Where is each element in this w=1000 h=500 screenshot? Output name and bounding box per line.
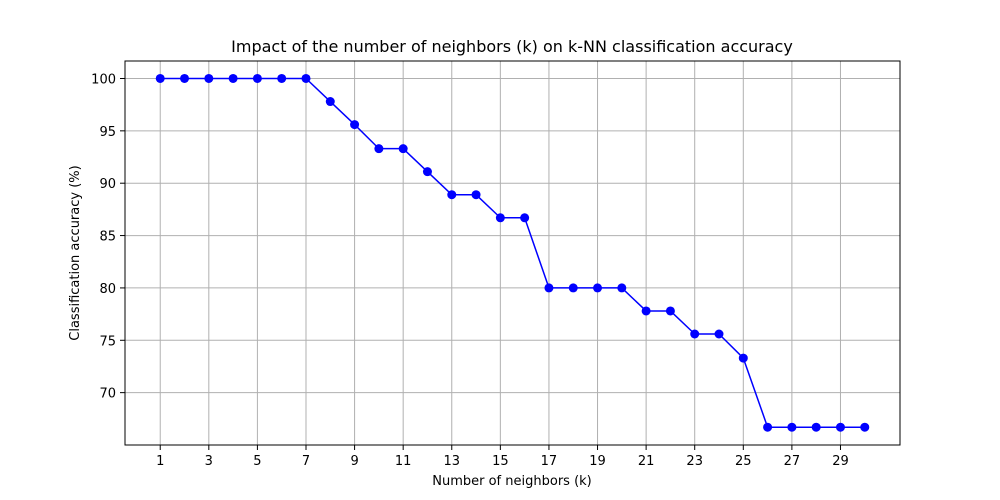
data-point bbox=[787, 422, 797, 432]
x-tick-label: 27 bbox=[784, 454, 801, 469]
data-point bbox=[690, 329, 700, 339]
data-point bbox=[495, 213, 505, 223]
data-point bbox=[325, 97, 335, 107]
chart-title: Impact of the number of neighbors (k) on… bbox=[231, 37, 793, 56]
x-tick-label: 13 bbox=[443, 454, 460, 469]
y-axis-label: Classification accuracy (%) bbox=[68, 165, 83, 340]
x-tick-label: 23 bbox=[686, 454, 703, 469]
data-point bbox=[422, 167, 432, 177]
data-point bbox=[374, 144, 384, 154]
data-point bbox=[520, 213, 530, 223]
data-point bbox=[811, 422, 821, 432]
x-tick-label: 3 bbox=[205, 454, 213, 469]
x-tick-label: 11 bbox=[395, 454, 412, 469]
data-point bbox=[277, 73, 287, 83]
data-point bbox=[204, 73, 214, 83]
y-tick-label: 75 bbox=[99, 334, 116, 349]
data-point bbox=[568, 283, 578, 293]
x-tick-label: 25 bbox=[735, 454, 752, 469]
x-tick-label: 21 bbox=[638, 454, 655, 469]
x-axis-label: Number of neighbors (k) bbox=[432, 474, 592, 489]
data-point bbox=[447, 190, 457, 200]
data-point bbox=[860, 422, 870, 432]
data-point bbox=[617, 283, 627, 293]
x-tick-label: 29 bbox=[832, 454, 849, 469]
x-tick-label: 7 bbox=[302, 454, 310, 469]
x-tick-label: 17 bbox=[541, 454, 558, 469]
series-layer bbox=[155, 73, 870, 432]
data-point bbox=[301, 73, 311, 83]
y-tick-label: 85 bbox=[99, 230, 116, 245]
data-point bbox=[714, 329, 724, 339]
data-point bbox=[228, 73, 238, 83]
data-point bbox=[252, 73, 262, 83]
x-axis-ticks: 1 3 5 7 9 11 13 15 17 19 21 23 25 27 29 bbox=[156, 445, 849, 469]
data-point bbox=[155, 73, 165, 83]
data-point bbox=[593, 283, 603, 293]
data-point bbox=[641, 306, 651, 316]
y-tick-label: 70 bbox=[99, 387, 116, 402]
y-axis-ticks: 70 75 80 85 90 95 100 bbox=[91, 72, 125, 402]
data-point bbox=[763, 422, 773, 432]
data-point bbox=[544, 283, 554, 293]
data-point bbox=[835, 422, 845, 432]
y-tick-label: 95 bbox=[99, 125, 116, 140]
data-point bbox=[398, 144, 408, 154]
data-point bbox=[471, 190, 481, 200]
y-tick-label: 80 bbox=[99, 282, 116, 297]
x-tick-label: 1 bbox=[156, 454, 164, 469]
data-point bbox=[738, 353, 748, 363]
data-point bbox=[665, 306, 675, 316]
x-tick-label: 19 bbox=[589, 454, 606, 469]
y-tick-label: 90 bbox=[99, 177, 116, 192]
x-tick-label: 5 bbox=[253, 454, 261, 469]
data-point bbox=[180, 73, 190, 83]
x-tick-label: 9 bbox=[350, 454, 358, 469]
plot-frame bbox=[124, 60, 901, 446]
grid-layer bbox=[125, 61, 900, 445]
x-tick-label: 15 bbox=[492, 454, 509, 469]
data-point bbox=[350, 120, 360, 130]
y-tick-label: 100 bbox=[91, 72, 116, 87]
